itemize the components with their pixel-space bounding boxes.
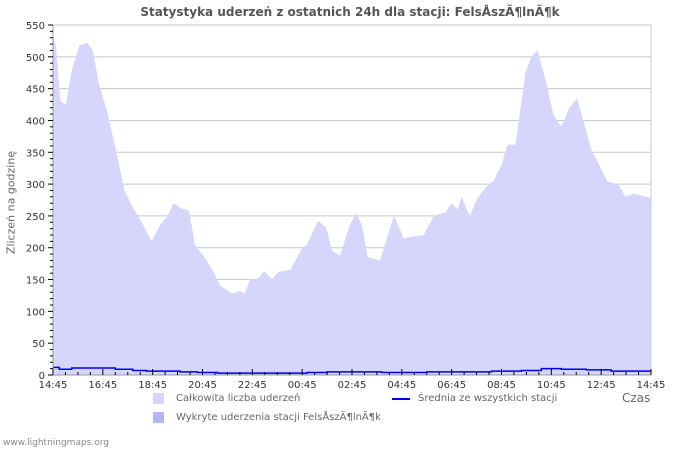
svg-text:16:45: 16:45 (88, 380, 117, 391)
svg-text:50: 50 (32, 339, 45, 350)
legend-station-swatch (153, 412, 164, 423)
svg-text:200: 200 (26, 244, 45, 255)
x-axis-label: Czas (622, 391, 651, 405)
legend-total-swatch (153, 393, 164, 404)
svg-text:08:45: 08:45 (487, 380, 516, 391)
y-axis-label: Zliczeń na godzinę (4, 150, 18, 255)
legend-average-label: Średnia ze wszystkich stacji (418, 393, 558, 404)
svg-text:04:45: 04:45 (387, 380, 416, 391)
legend-total-label: Całkowita liczba uderzeń (176, 393, 301, 404)
chart-title: Statystyka uderzeń z ostatnich 24h dla s… (140, 5, 560, 19)
svg-text:12:45: 12:45 (587, 380, 616, 391)
svg-text:02:45: 02:45 (338, 380, 367, 391)
svg-text:500: 500 (26, 53, 45, 64)
svg-text:450: 450 (26, 85, 45, 96)
svg-text:14:45: 14:45 (39, 380, 68, 391)
footer-link[interactable]: www.lightningmaps.org (3, 438, 109, 448)
legend-station-label: Wykryte uderzenia stacji FelsÅszÃ¶lnÃ¶k (176, 412, 381, 423)
svg-text:0: 0 (39, 371, 45, 382)
svg-text:18:45: 18:45 (138, 380, 167, 391)
svg-text:350: 350 (26, 148, 45, 159)
svg-text:100: 100 (26, 307, 45, 318)
svg-text:22:45: 22:45 (238, 380, 267, 391)
svg-text:400: 400 (26, 116, 45, 127)
svg-text:14:45: 14:45 (637, 380, 666, 391)
svg-text:150: 150 (26, 276, 45, 287)
axes: 0 50 100 150 200 250 300 350 400 450 500 550 14:45 16… (26, 21, 666, 391)
svg-text:00:45: 00:45 (288, 380, 317, 391)
legend-average-swatch (392, 398, 410, 400)
svg-text:06:45: 06:45 (437, 380, 466, 391)
total-strikes-area (53, 34, 651, 375)
svg-text:10:45: 10:45 (537, 380, 566, 391)
svg-text:20:45: 20:45 (188, 380, 217, 391)
svg-text:300: 300 (26, 180, 45, 191)
svg-text:550: 550 (26, 21, 45, 32)
svg-text:250: 250 (26, 212, 45, 223)
